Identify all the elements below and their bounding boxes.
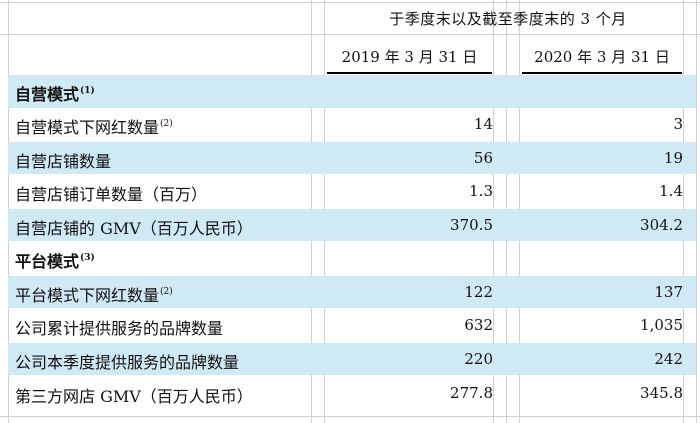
value-2020: 242 <box>654 350 683 368</box>
grid-line <box>696 0 697 423</box>
value-2019: 370.5 <box>450 216 493 234</box>
footnote-marker: (3) <box>80 253 95 263</box>
table-row: 第三方网店 GMV（百万人民币） 277.8 345.8 <box>0 377 700 409</box>
table-row: 公司本季度提供服务的品牌数量 220 242 <box>0 343 700 375</box>
table-row: 自营店铺订单数量（百万） 1.3 1.4 <box>0 175 700 207</box>
value-2019: 277.8 <box>450 384 493 402</box>
table-row: 自营店铺数量 56 19 <box>0 142 700 174</box>
table-row: 公司累计提供服务的品牌数量 632 1,035 <box>0 309 700 341</box>
value-2020: 19 <box>663 149 683 167</box>
value-2020: 3 <box>673 115 683 133</box>
value-2020: 1.4 <box>659 182 683 200</box>
row-label: 平台模式(3) <box>15 252 95 271</box>
row-label: 平台模式下网红数量(2) <box>15 286 173 305</box>
value-2019: 220 <box>464 350 493 368</box>
row-label: 自营店铺的 GMV（百万人民币） <box>15 219 253 238</box>
row-band <box>8 75 696 108</box>
grid-line <box>0 2 700 3</box>
row-label: 自营模式(1) <box>15 85 95 104</box>
value-2020: 137 <box>654 283 683 301</box>
value-2019: 632 <box>464 316 493 334</box>
row-label: 第三方网店 GMV（百万人民币） <box>15 387 253 406</box>
value-2020: 304.2 <box>640 216 683 234</box>
column-header-2019: 2019 年 3 月 31 日 <box>327 44 492 74</box>
value-2020: 345.8 <box>640 384 683 402</box>
row-label: 自营店铺数量 <box>15 152 112 171</box>
value-2020: 1,035 <box>640 316 683 334</box>
table-row: 平台模式(3) <box>0 242 700 274</box>
row-band <box>8 276 696 308</box>
value-2019: 56 <box>473 149 493 167</box>
footnote-marker: (2) <box>160 119 173 129</box>
table-row: 自营模式下网红数量(2) 14 3 <box>0 108 700 140</box>
table-header-title: 于季度末以及截至季度末的 3 个月 <box>389 10 627 28</box>
row-band <box>8 142 696 174</box>
row-label: 公司累计提供服务的品牌数量 <box>15 319 224 338</box>
footnote-marker: (2) <box>160 287 173 297</box>
row-label: 自营店铺订单数量（百万） <box>15 185 208 204</box>
row-label: 公司本季度提供服务的品牌数量 <box>15 353 240 372</box>
footnote-marker: (1) <box>80 86 95 96</box>
grid-line <box>0 34 700 35</box>
table-row: 自营店铺的 GMV（百万人民币） 370.5 304.2 <box>0 209 700 241</box>
table-row: 自营模式(1) <box>0 75 700 107</box>
row-label: 自营模式下网红数量(2) <box>15 118 173 137</box>
column-header-2020: 2020 年 3 月 31 日 <box>522 44 682 74</box>
row-band <box>8 209 696 241</box>
row-band <box>8 343 696 375</box>
value-2019: 1.3 <box>469 182 493 200</box>
value-2019: 14 <box>473 115 493 133</box>
grid-line <box>0 416 700 417</box>
table-row: 平台模式下网红数量(2) 122 137 <box>0 276 700 308</box>
value-2019: 122 <box>464 283 493 301</box>
